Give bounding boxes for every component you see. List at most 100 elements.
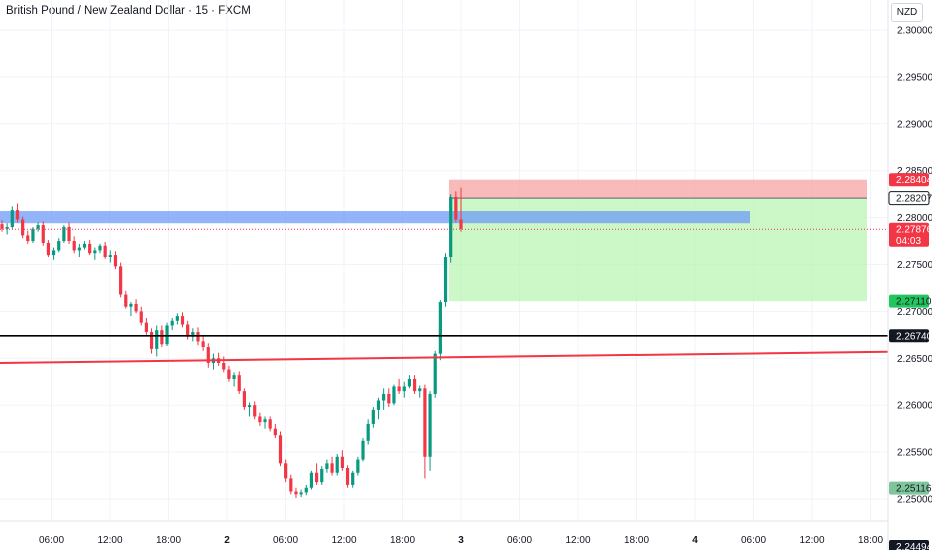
- candle-body: [309, 472, 314, 488]
- price-label-box: [888, 191, 930, 206]
- candle-body: [103, 245, 107, 257]
- price-label: 2.27876: [896, 225, 932, 236]
- countdown-label: 04:03: [896, 236, 921, 247]
- candle-body: [134, 303, 138, 312]
- x-tick-label: 18:00: [624, 535, 649, 546]
- candle-body: [237, 375, 241, 392]
- candle-body: [160, 330, 164, 345]
- candle-body: [449, 196, 453, 257]
- candle-body: [98, 245, 102, 251]
- candle-body: [108, 255, 112, 257]
- candle-body: [51, 250, 56, 256]
- x-tick-label: 06:00: [273, 535, 298, 546]
- candle-body: [222, 362, 226, 370]
- candle-body: [387, 393, 391, 404]
- candle-body: [82, 243, 87, 248]
- candle-body: [77, 247, 81, 251]
- position-zones[interactable]: [0, 179, 867, 302]
- candle-body: [206, 347, 210, 363]
- candle-body: [242, 391, 246, 408]
- candle-body: [258, 416, 262, 423]
- x-tick-label: 12:00: [331, 535, 356, 546]
- y-tick-label: 2.29000: [897, 119, 932, 130]
- candle-body: [191, 332, 195, 337]
- candle-body: [289, 478, 293, 492]
- candle-body: [139, 311, 143, 323]
- candle-body: [392, 386, 396, 404]
- y-tick-label: 2.26000: [897, 401, 932, 412]
- time-axis[interactable]: 06:00 12:00 18:00 2 06:00 12:00 18:00 3 06:00 12:…: [0, 520, 888, 546]
- x-tick-label: 06:00: [741, 535, 766, 546]
- candle-body: [26, 235, 30, 242]
- candle-body: [418, 388, 422, 392]
- candle-body: [459, 219, 463, 229]
- candle-body: [5, 226, 9, 229]
- price-axis[interactable]: 2.30000 2.29500 2.29000 2.28500 2.28000 2.275…: [887, 0, 932, 550]
- candle-body: [10, 210, 14, 227]
- candle-body: [325, 463, 329, 469]
- candle-body: [273, 428, 277, 436]
- stop-loss-zone: [449, 179, 867, 199]
- candle-body: [366, 423, 370, 441]
- candle-body: [165, 325, 169, 345]
- candle-body: [397, 386, 401, 392]
- x-tick-label: 4: [692, 535, 698, 546]
- x-tick-label: 06:00: [507, 535, 532, 546]
- candle-body: [412, 378, 417, 392]
- y-tick-label: 2.27000: [897, 307, 932, 318]
- price-label: 2.28404: [896, 175, 932, 186]
- candle-body: [356, 459, 360, 473]
- candle-body: [124, 294, 128, 307]
- x-tick-label: 2: [224, 535, 230, 546]
- candle-body: [345, 468, 350, 485]
- candle-body: [155, 330, 159, 349]
- candle-body: [376, 400, 381, 410]
- price-label: 2.25116: [896, 484, 932, 495]
- candle-body: [454, 196, 458, 220]
- candle-body: [268, 419, 272, 429]
- x-tick-label: 3: [458, 535, 464, 546]
- candle-body: [428, 393, 432, 457]
- candle-body: [263, 419, 267, 423]
- candle-body: [144, 322, 149, 333]
- candle-body: [361, 440, 365, 460]
- candle-body: [21, 219, 25, 236]
- candle-body: [443, 256, 448, 303]
- candle-body: [330, 463, 334, 473]
- candle-body: [438, 302, 442, 354]
- candle-body: [299, 492, 303, 495]
- price-label: 2.28207: [896, 194, 932, 205]
- candle-body: [186, 324, 190, 337]
- candle-body: [113, 255, 118, 267]
- price-label-box: [889, 294, 929, 308]
- y-tick-label: 2.28500: [897, 166, 932, 177]
- price-label: 2.26740: [896, 331, 932, 342]
- x-tick-label: 12:00: [565, 535, 590, 546]
- candles: [0, 187, 463, 499]
- candle-body: [382, 393, 386, 401]
- y-tick-label: 2.30000: [897, 26, 932, 37]
- x-tick-label: 12:00: [799, 535, 824, 546]
- candle-body: [119, 266, 123, 295]
- price-label-box: [889, 222, 929, 247]
- currency-button[interactable]: NZD: [891, 3, 923, 22]
- candle-body: [201, 341, 205, 348]
- candle-body: [46, 242, 51, 256]
- candle-body: [371, 409, 375, 424]
- drawn-lines[interactable]: [0, 228, 889, 364]
- candle-body: [36, 225, 40, 229]
- candle-body: [340, 456, 344, 469]
- candle-body: [196, 332, 200, 342]
- candle-body: [247, 405, 252, 408]
- trend-line: [0, 350, 889, 364]
- candle-body: [232, 375, 236, 379]
- y-tick-label: 2.28000: [897, 213, 932, 224]
- x-tick-label: 06:00: [39, 535, 64, 546]
- candle-body: [294, 491, 298, 495]
- y-tick-label: 2.26500: [897, 354, 932, 365]
- candle-body: [284, 463, 288, 479]
- y-tick-label: 2.29500: [897, 72, 932, 83]
- price-label-box: [889, 481, 929, 495]
- candle-body: [57, 241, 61, 251]
